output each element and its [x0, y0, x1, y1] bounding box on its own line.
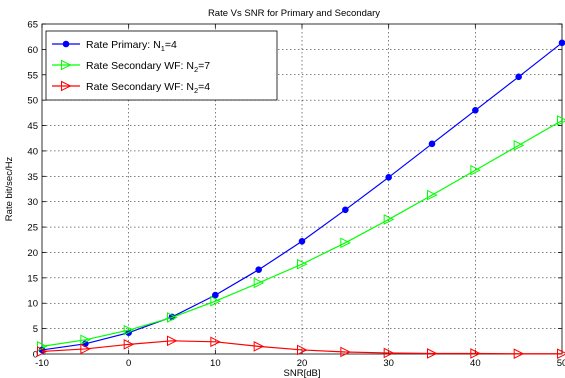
legend-entry-tail: =7 — [198, 60, 210, 72]
data-point — [340, 237, 351, 249]
data-point — [167, 312, 178, 323]
y-tick-label: 30 — [27, 197, 38, 208]
y-tick-label: 15 — [27, 273, 38, 284]
legend-entry: Rate Primary: N1=4 — [86, 39, 177, 53]
data-point — [210, 336, 221, 348]
y-tick-label: 45 — [27, 121, 38, 132]
data-point — [210, 295, 221, 307]
data-point — [557, 115, 565, 126]
data-point — [385, 174, 392, 181]
y-tick-label: 5 — [33, 324, 38, 335]
y-tick-label: 20 — [27, 248, 38, 259]
data-point — [470, 348, 481, 359]
legend-entry-tail: =4 — [198, 81, 210, 93]
x-axis-label: SNR[dB] — [284, 368, 321, 378]
series-layer — [37, 39, 565, 360]
data-point — [470, 164, 481, 176]
data-point — [253, 341, 265, 352]
y-tick-label: 40 — [27, 146, 38, 157]
x-tick-label: 0 — [126, 358, 131, 369]
legend-entry-subscript: 2 — [194, 65, 198, 74]
legend-box — [45, 30, 278, 101]
series-3 — [37, 335, 565, 360]
legend-entry: Rate Secondary WF: N2=7 — [86, 60, 210, 74]
legend: Rate Primary: N1=4 Rate Secondary WF: N2=… — [45, 30, 278, 101]
data-point — [383, 214, 395, 225]
x-axis-ticks: -10 0 10 20 30 40 50 — [35, 24, 565, 369]
data-point — [557, 348, 565, 360]
data-point — [472, 107, 479, 114]
data-point — [427, 189, 438, 201]
y-tick-label: 55 — [27, 70, 38, 81]
legend-swatch-marker — [61, 59, 72, 71]
x-tick-label: 10 — [210, 358, 221, 369]
data-point — [253, 277, 265, 289]
data-point — [342, 206, 349, 214]
series-2 — [37, 115, 565, 352]
y-tick-label: 60 — [27, 45, 38, 56]
x-tick-label: 40 — [470, 358, 481, 369]
legend-entry-subscript: 1 — [161, 44, 165, 53]
data-point — [80, 334, 91, 346]
series-line — [41, 340, 562, 355]
x-tick-label: 20 — [297, 358, 308, 369]
data-point — [340, 346, 351, 358]
x-tick-label: 30 — [383, 358, 394, 369]
series-line — [41, 119, 563, 347]
data-point — [255, 266, 262, 274]
y-tick-label: 10 — [27, 299, 38, 310]
y-tick-label: 65 — [27, 20, 38, 31]
y-tick-label: 25 — [27, 223, 38, 234]
data-point — [123, 324, 135, 336]
data-point — [167, 335, 178, 347]
data-point — [123, 339, 135, 350]
data-point — [297, 344, 308, 356]
legend-entry-subscript: 2 — [194, 86, 198, 95]
data-point — [298, 237, 306, 245]
y-axis-label: Rate bit/sec/Hz — [4, 157, 15, 222]
data-point — [37, 346, 48, 357]
data-point — [513, 348, 525, 360]
data-point — [297, 258, 308, 270]
data-point — [37, 341, 48, 352]
legend-swatch-marker — [61, 80, 72, 92]
y-tick-label: 50 — [27, 96, 38, 107]
legend-entry-tail: =4 — [165, 39, 177, 51]
data-point — [558, 39, 565, 47]
legend-swatch-marker — [62, 40, 70, 48]
data-point — [515, 73, 522, 81]
x-tick-label: -10 — [35, 358, 49, 369]
y-tick-label: 0 — [33, 350, 38, 361]
data-point — [513, 140, 525, 151]
x-tick-label: 50 — [557, 358, 565, 369]
data-point — [212, 291, 219, 299]
data-point — [427, 348, 438, 359]
data-point — [383, 347, 395, 359]
data-point — [428, 140, 436, 148]
y-tick-label: 35 — [27, 172, 38, 183]
chart-title: Rate Vs SNR for Primary and Secondary — [208, 8, 380, 19]
data-point — [80, 343, 91, 355]
legend-entry: Rate Secondary WF: N2=4 — [86, 81, 210, 95]
grid-lines — [42, 24, 562, 354]
